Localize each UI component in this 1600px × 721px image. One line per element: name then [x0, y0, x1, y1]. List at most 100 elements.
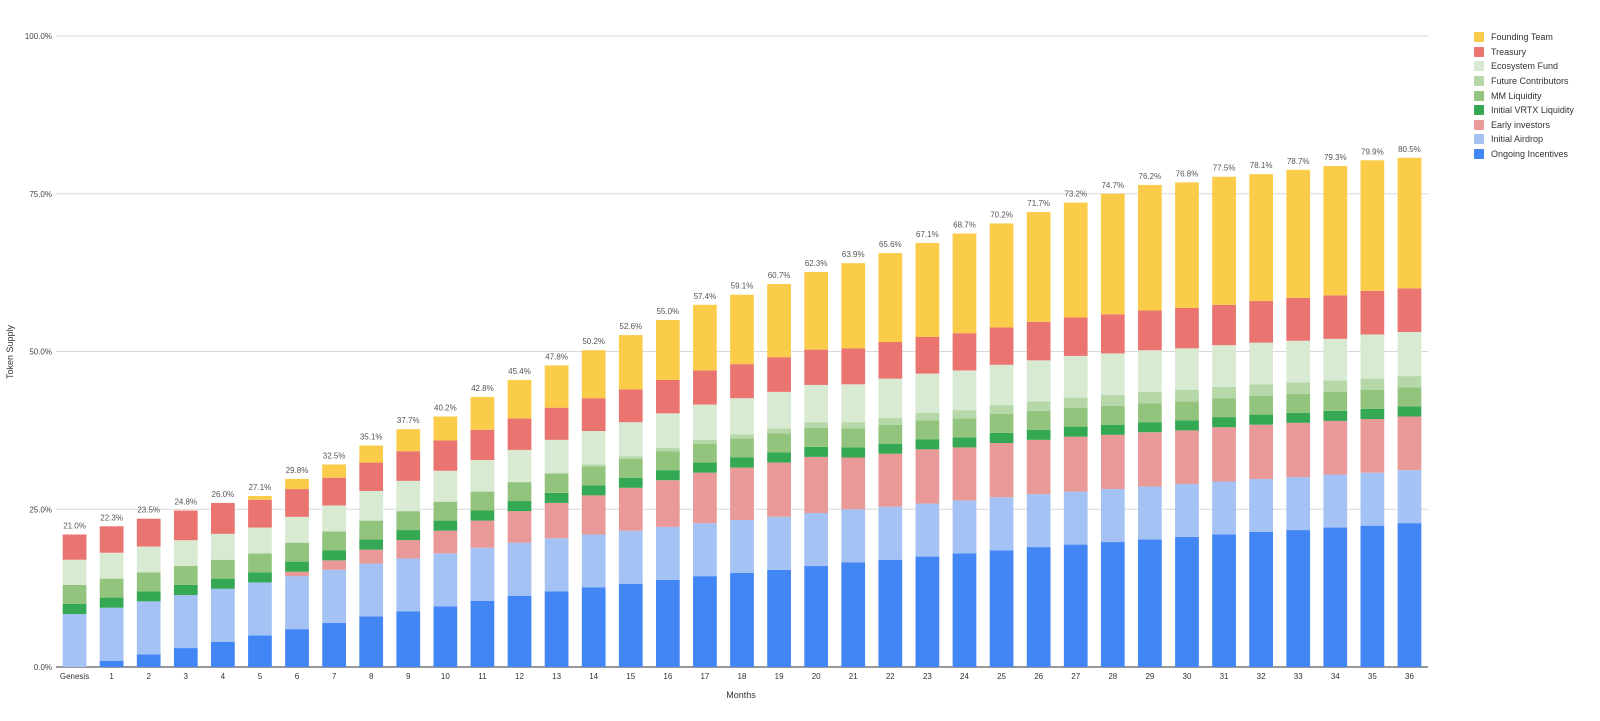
bar-segment: [1175, 420, 1199, 431]
bar-segment: [1397, 288, 1422, 332]
bar-segment: [989, 497, 1014, 551]
bar-segment: [285, 489, 309, 517]
bar-segment: [173, 540, 198, 567]
bar-segment: [1026, 410, 1051, 430]
bar-segment: [99, 552, 124, 579]
total-label: 71.7%: [1027, 199, 1050, 208]
bar-segment: [655, 470, 680, 481]
bar-segment: [618, 477, 643, 488]
bar-segment: [1212, 481, 1236, 535]
bar-segment: [915, 412, 940, 421]
bar-segment: [1026, 429, 1051, 440]
chart-legend: Founding Team Treasury Ecosystem Fund Futur…: [1474, 30, 1574, 161]
total-label: 52.6%: [619, 322, 642, 331]
bar-stack: [507, 379, 532, 667]
bar-segment: [618, 583, 643, 667]
bar-segment: [1026, 494, 1051, 548]
bar-segment: [655, 451, 680, 471]
x-tick-label: 16: [663, 672, 672, 681]
bar-segment: [804, 271, 829, 350]
bar-segment: [952, 410, 977, 419]
bar-segment: [322, 531, 346, 551]
bar-segment: [285, 571, 309, 577]
legend-label: Initial Airdrop: [1491, 134, 1544, 145]
bar-segment: [915, 556, 940, 667]
legend-swatch: [1474, 61, 1484, 72]
legend-swatch: [1474, 76, 1484, 87]
bar-segment: [1360, 160, 1385, 291]
bar-segment: [952, 500, 977, 554]
legend-item: Future Contributors: [1474, 74, 1574, 89]
bar-segment: [1360, 290, 1385, 335]
bar-segment: [1138, 422, 1162, 433]
bar-segment: [915, 439, 940, 450]
bar-segment: [544, 472, 569, 474]
bar-segment: [544, 365, 569, 408]
bar-stack: [1138, 184, 1162, 667]
bar-segment: [136, 654, 161, 667]
bar-segment: [285, 629, 309, 667]
bar-segment: [655, 413, 680, 449]
bar-segment: [1063, 397, 1088, 408]
bar-segment: [359, 549, 384, 564]
bar-segment: [396, 611, 421, 667]
x-tick-label: 32: [1257, 672, 1266, 681]
bar-segment: [655, 480, 680, 527]
bar-segment: [248, 635, 272, 667]
bar-segment: [1138, 310, 1162, 351]
y-axis-tick-labels: 0.0% 25.0% 50.0% 75.0% 100.0%: [25, 32, 52, 672]
bar-segment: [1323, 527, 1348, 667]
total-label: 42.8%: [471, 384, 494, 393]
total-labels: 21.0% 22.3% 23.5% 24.8% 26.0% 27.1% 29.8% 32.5%…: [63, 145, 1421, 531]
bar-segment: [841, 457, 866, 510]
x-tick-label: 9: [406, 672, 411, 681]
bar-segment: [1397, 470, 1422, 524]
bar-segment: [693, 370, 717, 405]
bar-segment: [1175, 348, 1199, 390]
bar-segment: [1175, 389, 1199, 402]
x-tick-label: 15: [626, 672, 635, 681]
x-tick-label: 5: [258, 672, 263, 681]
bar-stack: [544, 365, 569, 667]
bar-segment: [655, 319, 680, 380]
bar-stack: [1212, 176, 1236, 667]
bar-segment: [730, 519, 754, 573]
bar-stack: [804, 271, 829, 667]
bar-segment: [1063, 202, 1088, 318]
bar-segment: [210, 502, 235, 534]
bar-segment: [1026, 439, 1051, 495]
bar-segment: [396, 480, 421, 512]
bar-segment: [1138, 539, 1162, 667]
bar-segment: [1286, 477, 1311, 531]
total-label: 78.1%: [1250, 161, 1273, 170]
bar-segment: [1100, 395, 1125, 406]
bar-segment: [989, 405, 1014, 414]
bar-segment: [544, 407, 569, 440]
bar-segment: [1397, 376, 1422, 388]
bar-segment: [433, 440, 458, 471]
bar-segment: [655, 579, 680, 667]
x-tick-label: 23: [923, 672, 932, 681]
x-tick-label: 7: [332, 672, 337, 681]
bar-stack: [878, 253, 903, 667]
bar-segment: [1138, 432, 1162, 487]
bar-segment: [1397, 331, 1422, 377]
bar-stack: [359, 445, 384, 667]
total-label: 76.8%: [1176, 169, 1199, 178]
legend-item: Early investors: [1474, 118, 1574, 133]
bar-segment: [544, 591, 569, 667]
bar-stack: [1286, 169, 1311, 667]
bar-segment: [1063, 317, 1088, 356]
bar-segment: [989, 432, 1014, 443]
bar-segment: [841, 422, 866, 429]
x-tick-label: 30: [1183, 672, 1192, 681]
bar-segment: [285, 542, 309, 562]
bar-stacks: [62, 157, 1422, 667]
bar-segment: [767, 428, 791, 434]
bar-segment: [581, 398, 606, 432]
bar-segment: [544, 492, 569, 503]
bar-segment: [1100, 542, 1125, 667]
bar-segment: [693, 576, 717, 667]
bar-segment: [1175, 307, 1199, 349]
bar-segment: [1286, 422, 1311, 478]
